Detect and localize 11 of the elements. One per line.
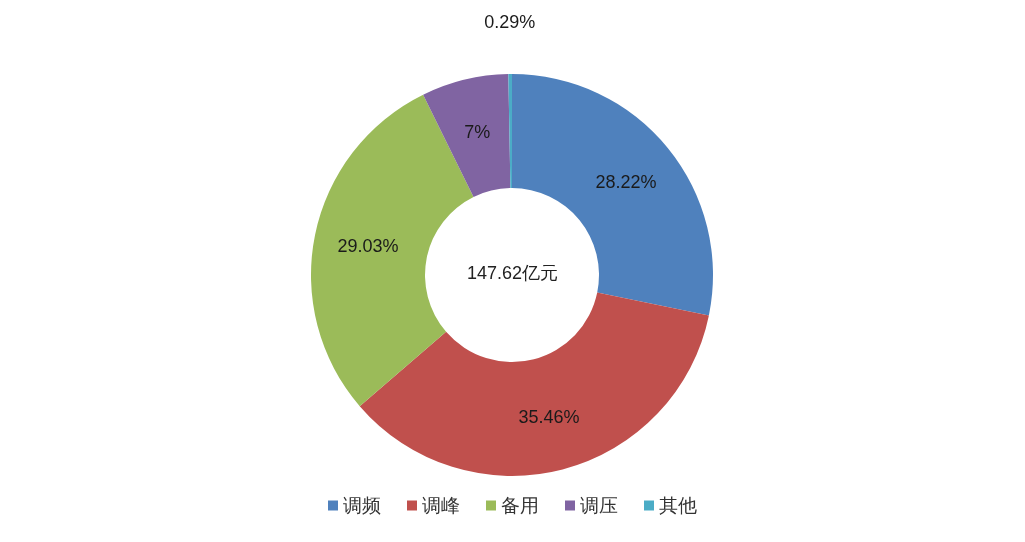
data-label: 0.29% [484,12,536,33]
data-label: 28.22% [595,172,657,193]
data-label: 29.03% [337,235,399,256]
data-label: 35.46% [518,407,580,428]
legend-label: 其他 [659,495,697,516]
text: 147.62亿元 [466,263,559,283]
legend-label: 备用 [501,495,539,516]
legend-label: 调峰 [422,495,460,516]
legend-label: 调压 [580,495,618,516]
data-label: 7% [464,122,491,143]
legend-label: 调频 [343,495,381,516]
